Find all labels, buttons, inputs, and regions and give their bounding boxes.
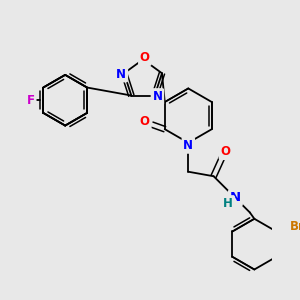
Text: N: N — [230, 191, 241, 205]
Text: O: O — [140, 116, 150, 128]
Text: N: N — [116, 68, 126, 81]
Text: O: O — [220, 145, 230, 158]
Text: H: H — [223, 197, 233, 210]
Text: N: N — [183, 139, 193, 152]
Text: Br: Br — [290, 220, 300, 233]
Text: O: O — [140, 51, 150, 64]
Text: F: F — [27, 94, 35, 107]
Text: N: N — [152, 90, 162, 103]
